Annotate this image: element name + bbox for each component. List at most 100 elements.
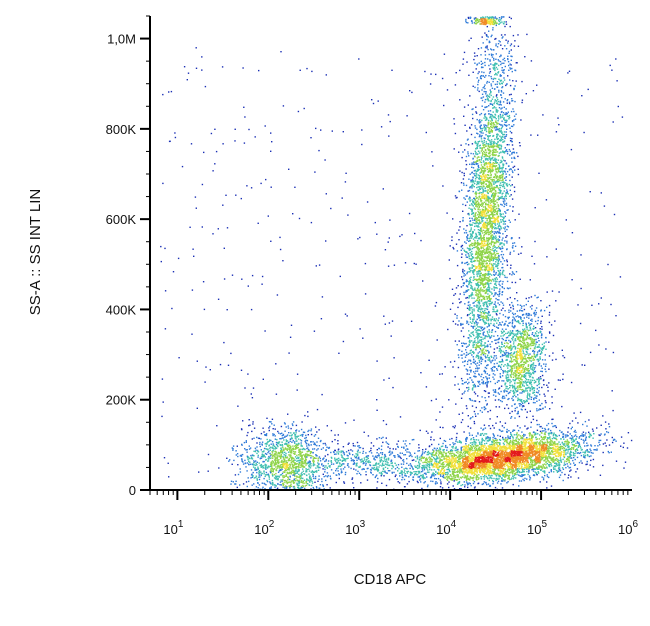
event-dot — [306, 445, 308, 447]
event-dot — [488, 323, 490, 325]
event-dot — [294, 487, 296, 489]
event-dot — [490, 282, 492, 285]
event-dot — [259, 464, 261, 467]
event-dot — [493, 206, 496, 208]
event-dot — [278, 461, 280, 463]
event-dot — [473, 200, 475, 202]
event-dot — [481, 260, 483, 262]
event-dot — [263, 470, 265, 472]
event-dot — [462, 361, 464, 363]
event-dot — [242, 420, 244, 422]
event-dot — [478, 205, 480, 208]
event-dot — [481, 373, 483, 376]
event-dot — [466, 407, 468, 410]
event-dot — [461, 262, 464, 264]
event-dot — [491, 331, 493, 333]
event-dot — [469, 280, 471, 282]
event-dot — [479, 198, 482, 200]
event-dot — [483, 113, 486, 116]
event-dot — [265, 433, 268, 435]
event-dot — [499, 175, 501, 177]
event-dot — [463, 282, 465, 285]
event-dot — [486, 262, 488, 264]
event-dot — [467, 323, 470, 326]
event-dot — [287, 451, 290, 453]
event-dot — [489, 190, 491, 193]
event-dot — [484, 283, 487, 286]
event-dot — [307, 483, 309, 485]
event-dot — [486, 203, 489, 206]
event-dot — [489, 159, 492, 161]
event-dot — [509, 67, 511, 69]
event-dot — [497, 43, 500, 45]
event-dot — [454, 132, 457, 135]
event-dot — [467, 337, 469, 339]
event-dot — [483, 248, 486, 251]
event-dot — [262, 465, 264, 467]
event-dot — [481, 71, 483, 73]
event-dot — [504, 171, 506, 173]
event-dot — [453, 427, 456, 429]
event-dot — [472, 201, 474, 204]
event-dot — [483, 144, 485, 146]
event-dot — [481, 329, 483, 331]
event-dot — [475, 193, 477, 195]
event-dot — [472, 222, 474, 224]
event-dot — [474, 125, 476, 127]
event-dot — [475, 147, 477, 150]
event-dot — [481, 277, 483, 279]
event-dot — [495, 273, 497, 275]
event-dot — [468, 263, 470, 265]
event-dot — [295, 467, 298, 469]
event-dot — [459, 302, 461, 304]
event-dot — [481, 278, 483, 280]
event-dot — [483, 141, 485, 144]
event-dot — [499, 243, 502, 245]
event-dot — [474, 386, 477, 388]
event-dot — [479, 119, 481, 121]
event-dot — [487, 162, 489, 165]
event-dot — [498, 247, 500, 249]
event-dot — [261, 465, 263, 468]
event-dot — [314, 470, 316, 473]
event-dot — [478, 291, 480, 293]
event-dot — [487, 314, 490, 316]
event-dot — [500, 309, 503, 311]
event-dot — [501, 286, 503, 288]
event-dot — [494, 219, 497, 221]
event-dot — [285, 480, 287, 482]
event-dot — [481, 170, 483, 172]
event-dot — [290, 471, 292, 473]
event-dot — [481, 195, 484, 197]
event-dot — [488, 325, 490, 327]
event-dot — [301, 460, 304, 463]
event-dot — [497, 209, 499, 212]
event-dot — [464, 303, 466, 305]
event-dot — [481, 217, 483, 220]
event-dot — [477, 326, 479, 328]
event-dot — [489, 300, 491, 302]
event-dot — [474, 236, 476, 239]
event-dot — [295, 432, 297, 434]
event-dot — [507, 111, 509, 113]
event-dot — [486, 240, 488, 242]
event-dot — [486, 373, 488, 375]
event-dot — [279, 438, 281, 440]
event-dot — [301, 421, 303, 423]
event-dot — [272, 428, 274, 430]
event-dot — [498, 222, 501, 224]
event-dot — [282, 462, 284, 465]
event-dot — [464, 204, 467, 207]
event-dot — [506, 240, 508, 242]
event-dot — [284, 467, 286, 469]
event-dot — [465, 289, 467, 292]
event-dot — [236, 453, 239, 455]
event-dot — [506, 102, 508, 104]
event-dot — [510, 185, 512, 187]
event-dot — [308, 480, 311, 482]
event-dot — [496, 310, 499, 313]
event-dot — [503, 205, 505, 208]
event-dot — [479, 383, 481, 386]
event-dot — [489, 167, 491, 169]
event-dot — [283, 463, 285, 465]
